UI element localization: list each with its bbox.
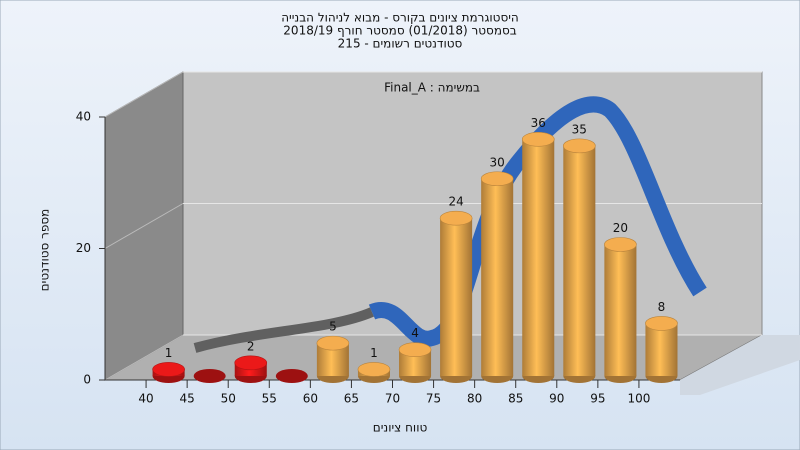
bar-top [604,237,637,252]
x-tick-label: 60 [303,392,318,406]
value-label: 35 [572,122,587,136]
x-tick-label: 80 [467,392,482,406]
grid-line [104,71,184,118]
grid-line [104,334,184,381]
bar [522,139,555,376]
value-label: 2 [247,339,255,353]
value-label: 1 [165,346,173,360]
bar-top [316,335,350,351]
bar-top [234,355,268,371]
x-tick-label: 45 [180,392,195,406]
y-tick-label: 0 [83,373,91,387]
bar-top [563,138,596,154]
distribution-curve [368,96,707,347]
bars: 1 2 5 1 4 24 30 36 35 20 8 [152,116,678,383]
x-tick-label: 70 [385,392,400,406]
x-tick-label: 85 [508,392,523,406]
bar-top [357,362,391,377]
bar-top [480,171,514,187]
x-tick-label: 55 [262,392,277,406]
chart-subtitle: סטודנטים רשומים - 215 [338,37,463,51]
value-label: 5 [329,320,337,334]
y-tick-label: 40 [76,110,91,124]
y-axis-title: מספר סטודנטים [38,209,52,292]
x-tick-label: 90 [549,392,564,406]
value-label: 1 [370,346,378,360]
x-tick-label: 75 [426,392,441,406]
value-label: 24 [448,195,463,209]
grid-line [104,203,184,249]
value-label: 36 [531,116,546,130]
x-tick-label: 40 [138,392,153,406]
bar [440,218,473,376]
bar-base [193,369,226,383]
x-tick-label: 100 [627,392,650,406]
x-axis-title: טווח ציונים [373,421,428,435]
x-tick-label: 95 [590,392,605,406]
bar-top [439,210,473,226]
bar-top [645,316,678,331]
value-label: 8 [658,300,666,314]
floor-edge [680,335,800,395]
curve-shadow [193,307,374,353]
bar [481,178,514,376]
bar [604,244,637,376]
bar [645,323,678,376]
bar-base [275,369,308,383]
x-tick-label: 65 [344,392,359,406]
y-tick-label: 20 [76,241,91,255]
bar-top [152,362,185,377]
x-tick-label: 50 [221,392,236,406]
value-label: 20 [613,221,628,235]
bar [563,145,596,376]
chart-title: היסטוגרמת ציונים בקורס - מבוא לניהול הבנ… [281,11,519,25]
chart-subtitle: בסמסטר (01/2018) סמסטר חורף 2018/19 [283,24,516,38]
bar-top [398,342,432,358]
bar-top [521,132,555,147]
annotation: Final_A : במשימה [384,81,480,95]
value-label: 4 [411,326,419,340]
value-label: 30 [490,155,505,169]
